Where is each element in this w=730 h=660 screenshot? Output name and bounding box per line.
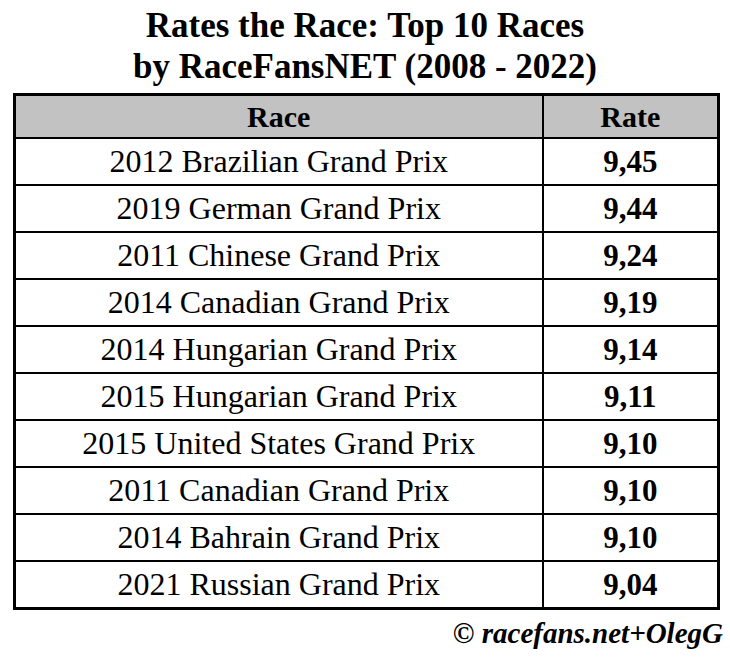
- rate-cell: 9,04: [543, 561, 719, 609]
- table-row: 2014 Canadian Grand Prix9,19: [15, 279, 719, 326]
- rate-cell: 9,44: [543, 185, 719, 232]
- table-row: 2012 Brazilian Grand Prix9,45: [15, 138, 719, 185]
- race-cell: 2012 Brazilian Grand Prix: [15, 138, 543, 185]
- rate-cell: 9,19: [543, 279, 719, 326]
- page-title-line1: Rates the Race: Top 10 Races: [146, 6, 584, 45]
- race-cell: 2019 German Grand Prix: [15, 185, 543, 232]
- copyright-credit: © racefans.net+OlegG: [453, 616, 723, 650]
- race-cell: 2014 Hungarian Grand Prix: [15, 326, 543, 373]
- table-row: 2014 Hungarian Grand Prix9,14: [15, 326, 719, 373]
- table-row: 2011 Canadian Grand Prix9,10: [15, 467, 719, 514]
- rate-cell: 9,45: [543, 138, 719, 185]
- rate-column-header: Rate: [543, 95, 719, 139]
- table-row: 2014 Bahrain Grand Prix9,10: [15, 514, 719, 561]
- rate-cell: 9,10: [543, 420, 719, 467]
- race-cell: 2014 Bahrain Grand Prix: [15, 514, 543, 561]
- race-cell: 2011 Chinese Grand Prix: [15, 232, 543, 279]
- race-column-header: Race: [15, 95, 543, 139]
- rate-cell: 9,10: [543, 467, 719, 514]
- race-cell: 2021 Russian Grand Prix: [15, 561, 543, 609]
- rate-cell: 9,24: [543, 232, 719, 279]
- rate-cell: 9,11: [543, 373, 719, 420]
- page-title-line2: by RaceFansNET (2008 - 2022): [133, 47, 597, 86]
- race-cell: 2015 United States Grand Prix: [15, 420, 543, 467]
- table-row: 2011 Chinese Grand Prix9,24: [15, 232, 719, 279]
- page-title: Rates the Race: Top 10 Racesby RaceFansN…: [0, 5, 730, 87]
- table-row: 2019 German Grand Prix9,44: [15, 185, 719, 232]
- race-cell: 2011 Canadian Grand Prix: [15, 467, 543, 514]
- rate-cell: 9,14: [543, 326, 719, 373]
- race-cell: 2014 Canadian Grand Prix: [15, 279, 543, 326]
- table-row: 2021 Russian Grand Prix9,04: [15, 561, 719, 609]
- rate-cell: 9,10: [543, 514, 719, 561]
- top10-races-table: Race Rate 2012 Brazilian Grand Prix9,452…: [13, 93, 720, 610]
- table-row: 2015 United States Grand Prix9,10: [15, 420, 719, 467]
- race-cell: 2015 Hungarian Grand Prix: [15, 373, 543, 420]
- table-row: 2015 Hungarian Grand Prix9,11: [15, 373, 719, 420]
- table-header-row: Race Rate: [15, 95, 719, 139]
